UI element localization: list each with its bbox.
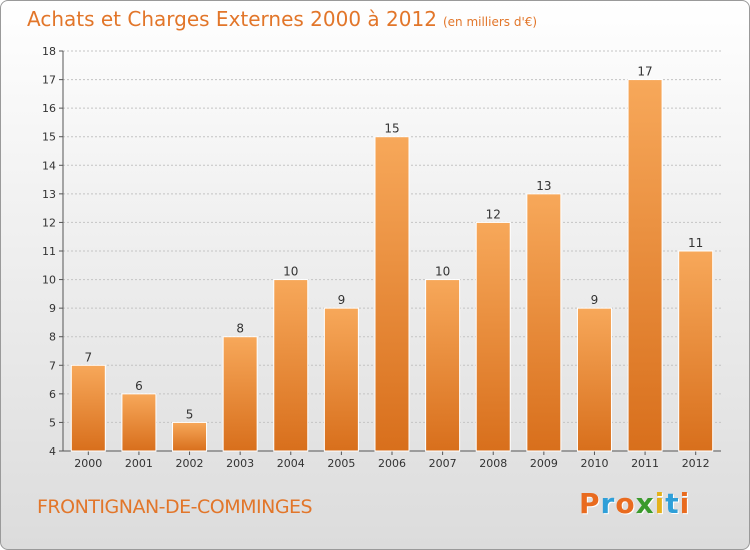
y-tick-label: 18	[42, 45, 56, 58]
bar-value-label: 13	[536, 179, 551, 193]
y-tick-label: 5	[49, 416, 56, 429]
bar-value-label: 9	[591, 293, 599, 307]
y-tick-label: 13	[42, 188, 56, 201]
x-tick-label: 2001	[125, 457, 153, 470]
proxiti-logo[interactable]: Proxiti	[579, 487, 690, 520]
bar-value-label: 5	[186, 407, 194, 421]
logo-letter: x	[635, 487, 655, 520]
y-tick-label: 14	[42, 159, 56, 172]
bar-value-label: 6	[135, 379, 143, 393]
bar-value-label: 8	[236, 322, 244, 336]
bar	[425, 279, 461, 452]
city-name: FRONTIGNAN-DE-COMMINGES	[37, 496, 313, 518]
bar	[121, 393, 157, 452]
x-tick-label: 2005	[327, 457, 355, 470]
x-tick-label: 2011	[631, 457, 659, 470]
logo-letter: i	[679, 487, 691, 520]
logo-letter: o	[615, 487, 636, 520]
bar	[273, 279, 309, 452]
x-tick-label: 2006	[378, 457, 406, 470]
bar	[70, 364, 106, 452]
bar-value-label: 12	[486, 207, 501, 221]
labels: 7 2000 6 2001 5 2002 8 2003 10 2004 9 2005 15 2006 10 2…	[74, 65, 709, 470]
bar-value-label: 7	[84, 350, 92, 364]
bar-value-label: 10	[283, 265, 298, 279]
y-tick-label: 6	[49, 388, 56, 401]
bar	[374, 136, 410, 452]
x-tick-label: 2000	[74, 457, 102, 470]
chart-title: Achats et Charges Externes 2000 à 2012 (e…	[27, 7, 537, 31]
x-tick-label: 2007	[429, 457, 457, 470]
y-tick-label: 11	[42, 245, 56, 258]
logo-letter: t	[665, 487, 680, 520]
bar-value-label: 17	[637, 65, 652, 79]
y-tick-label: 8	[49, 331, 56, 344]
chart-title-text: Achats et Charges Externes 2000 à 2012	[27, 7, 437, 31]
bar	[172, 421, 208, 452]
y-tick-label: 12	[42, 216, 56, 229]
logo-letter: i	[654, 487, 666, 520]
bar-value-label: 9	[338, 293, 346, 307]
logo-letter: P	[579, 487, 601, 520]
x-tick-label: 2010	[580, 457, 608, 470]
bar	[475, 221, 511, 452]
x-tick-label: 2012	[682, 457, 710, 470]
bar	[678, 250, 714, 452]
bar	[526, 193, 562, 452]
y-tick-label: 10	[42, 274, 56, 287]
bar-value-label: 10	[435, 265, 450, 279]
y-tick-label: 17	[42, 74, 56, 87]
bar	[576, 307, 612, 452]
x-tick-label: 2002	[176, 457, 204, 470]
y-tick-label: 9	[49, 302, 56, 315]
logo-letter: r	[600, 487, 616, 520]
y-tick-label: 15	[42, 131, 56, 144]
bar	[323, 307, 359, 452]
y-tick-label: 4	[49, 445, 56, 458]
bar-value-label: 15	[384, 122, 399, 136]
bar	[222, 336, 258, 452]
y-tick-label: 7	[49, 359, 56, 372]
x-tick-label: 2003	[226, 457, 254, 470]
y-tick-label: 16	[42, 102, 56, 115]
x-tick-label: 2009	[530, 457, 558, 470]
bars	[70, 79, 714, 452]
x-tick-label: 2008	[479, 457, 507, 470]
bar-value-label: 11	[688, 236, 703, 250]
chart-unit: (en milliers d'€)	[442, 15, 538, 29]
bar	[627, 79, 663, 452]
x-tick-label: 2004	[277, 457, 305, 470]
